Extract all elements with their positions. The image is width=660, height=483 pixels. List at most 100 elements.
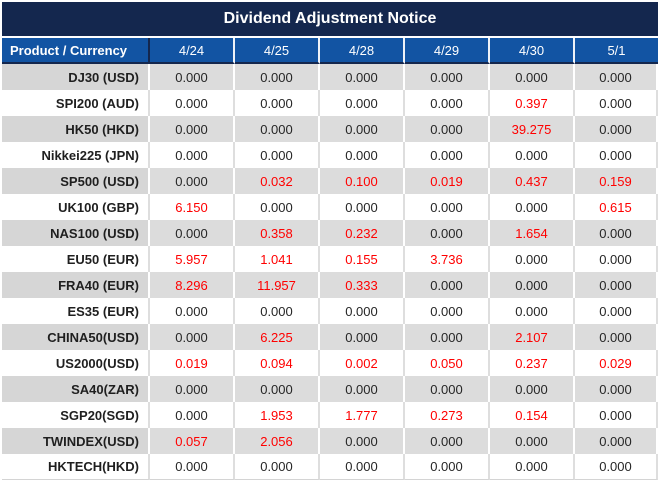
product-cell: HK50 (HKD) xyxy=(2,116,150,142)
value-cell: 0.000 xyxy=(150,168,235,194)
value-cell: 0.000 xyxy=(150,402,235,428)
value-cell: 0.100 xyxy=(320,168,405,194)
dividend-table: Product / Currency 4/24 4/25 4/28 4/29 4/30 5… xyxy=(2,38,658,480)
value-cell: 1.953 xyxy=(235,402,320,428)
table-header-row: Product / Currency 4/24 4/25 4/28 4/29 4/30 5… xyxy=(2,38,658,64)
product-cell: TWINDEX(USD) xyxy=(2,428,150,454)
table-row: ES35 (EUR) 0.000 0.000 0.000 0.000 0.000 0.000 xyxy=(2,298,658,324)
value-cell: 0.019 xyxy=(405,168,490,194)
value-cell: 0.000 xyxy=(575,324,658,350)
value-cell: 0.000 xyxy=(405,454,490,480)
value-cell: 2.107 xyxy=(490,324,575,350)
value-cell: 0.000 xyxy=(575,298,658,324)
value-cell: 0.000 xyxy=(490,194,575,220)
value-cell: 0.000 xyxy=(235,116,320,142)
value-cell: 0.000 xyxy=(235,64,320,90)
value-cell: 0.000 xyxy=(575,220,658,246)
value-cell: 0.000 xyxy=(150,324,235,350)
date-column-header: 4/30 xyxy=(490,38,575,64)
value-cell: 2.056 xyxy=(235,428,320,454)
value-cell: 0.000 xyxy=(490,298,575,324)
value-cell: 0.000 xyxy=(405,324,490,350)
product-cell: FRA40 (EUR) xyxy=(2,272,150,298)
table-row: UK100 (GBP) 6.150 0.000 0.000 0.000 0.000 0.61… xyxy=(2,194,658,220)
product-cell: DJ30 (USD) xyxy=(2,64,150,90)
product-cell: ES35 (EUR) xyxy=(2,298,150,324)
date-column-header: 4/25 xyxy=(235,38,320,64)
value-cell: 0.155 xyxy=(320,246,405,272)
value-cell: 0.000 xyxy=(575,90,658,116)
value-cell: 0.000 xyxy=(575,272,658,298)
value-cell: 0.000 xyxy=(405,90,490,116)
table-row: FRA40 (EUR) 8.296 11.957 0.333 0.000 0.000 0.0… xyxy=(2,272,658,298)
value-cell: 0.000 xyxy=(490,246,575,272)
value-cell: 0.000 xyxy=(320,116,405,142)
table-row: HKTECH(HKD) 0.000 0.000 0.000 0.000 0.000 0.00… xyxy=(2,454,658,480)
value-cell: 0.000 xyxy=(575,402,658,428)
value-cell: 0.000 xyxy=(575,116,658,142)
value-cell: 1.654 xyxy=(490,220,575,246)
value-cell: 0.000 xyxy=(320,90,405,116)
table-row: CHINA50(USD) 0.000 6.225 0.000 0.000 2.107 0.0… xyxy=(2,324,658,350)
value-cell: 0.000 xyxy=(235,90,320,116)
value-cell: 0.358 xyxy=(235,220,320,246)
product-cell: SGP20(SGD) xyxy=(2,402,150,428)
page-title: Dividend Adjustment Notice xyxy=(2,2,658,36)
value-cell: 39.275 xyxy=(490,116,575,142)
value-cell: 0.397 xyxy=(490,90,575,116)
product-cell: EU50 (EUR) xyxy=(2,246,150,272)
product-cell: SPI200 (AUD) xyxy=(2,90,150,116)
value-cell: 0.000 xyxy=(405,64,490,90)
table-row: NAS100 (USD) 0.000 0.358 0.232 0.000 1.654 0.0… xyxy=(2,220,658,246)
value-cell: 0.000 xyxy=(490,64,575,90)
value-cell: 0.000 xyxy=(575,454,658,480)
value-cell: 6.225 xyxy=(235,324,320,350)
value-cell: 0.154 xyxy=(490,402,575,428)
table-row: DJ30 (USD) 0.000 0.000 0.000 0.000 0.000 0.000 xyxy=(2,64,658,90)
value-cell: 0.333 xyxy=(320,272,405,298)
value-cell: 0.000 xyxy=(575,428,658,454)
value-cell: 0.237 xyxy=(490,350,575,376)
date-column-header: 5/1 xyxy=(575,38,658,64)
value-cell: 0.232 xyxy=(320,220,405,246)
value-cell: 1.041 xyxy=(235,246,320,272)
value-cell: 0.050 xyxy=(405,350,490,376)
value-cell: 0.000 xyxy=(320,194,405,220)
table-row: TWINDEX(USD) 0.057 2.056 0.000 0.000 0.000 0.0… xyxy=(2,428,658,454)
value-cell: 0.000 xyxy=(320,142,405,168)
value-cell: 0.057 xyxy=(150,428,235,454)
value-cell: 0.000 xyxy=(405,428,490,454)
value-cell: 0.000 xyxy=(150,454,235,480)
product-currency-header: Product / Currency xyxy=(2,38,150,64)
value-cell: 0.000 xyxy=(235,376,320,402)
value-cell: 0.000 xyxy=(405,272,490,298)
value-cell: 1.777 xyxy=(320,402,405,428)
value-cell: 0.002 xyxy=(320,350,405,376)
value-cell: 5.957 xyxy=(150,246,235,272)
value-cell: 0.000 xyxy=(150,142,235,168)
value-cell: 0.615 xyxy=(575,194,658,220)
value-cell: 11.957 xyxy=(235,272,320,298)
product-cell: CHINA50(USD) xyxy=(2,324,150,350)
value-cell: 0.000 xyxy=(490,428,575,454)
table-row: SA40(ZAR) 0.000 0.000 0.000 0.000 0.000 0.000 xyxy=(2,376,658,402)
table-row: SGP20(SGD) 0.000 1.953 1.777 0.273 0.154 0.000 xyxy=(2,402,658,428)
table-row: SPI200 (AUD) 0.000 0.000 0.000 0.000 0.397 0.0… xyxy=(2,90,658,116)
product-cell: HKTECH(HKD) xyxy=(2,454,150,480)
value-cell: 0.000 xyxy=(320,428,405,454)
value-cell: 0.000 xyxy=(320,454,405,480)
product-cell: US2000(USD) xyxy=(2,350,150,376)
value-cell: 0.000 xyxy=(320,64,405,90)
table-row: SP500 (USD) 0.000 0.032 0.100 0.019 0.437 0.15… xyxy=(2,168,658,194)
product-cell: SA40(ZAR) xyxy=(2,376,150,402)
value-cell: 0.000 xyxy=(490,142,575,168)
value-cell: 0.000 xyxy=(405,194,490,220)
table-row: HK50 (HKD) 0.000 0.000 0.000 0.000 39.275 0.00… xyxy=(2,116,658,142)
value-cell: 0.273 xyxy=(405,402,490,428)
table-row: Nikkei225 (JPN) 0.000 0.000 0.000 0.000 0.000… xyxy=(2,142,658,168)
value-cell: 8.296 xyxy=(150,272,235,298)
value-cell: 0.000 xyxy=(235,454,320,480)
value-cell: 0.000 xyxy=(320,376,405,402)
value-cell: 0.437 xyxy=(490,168,575,194)
